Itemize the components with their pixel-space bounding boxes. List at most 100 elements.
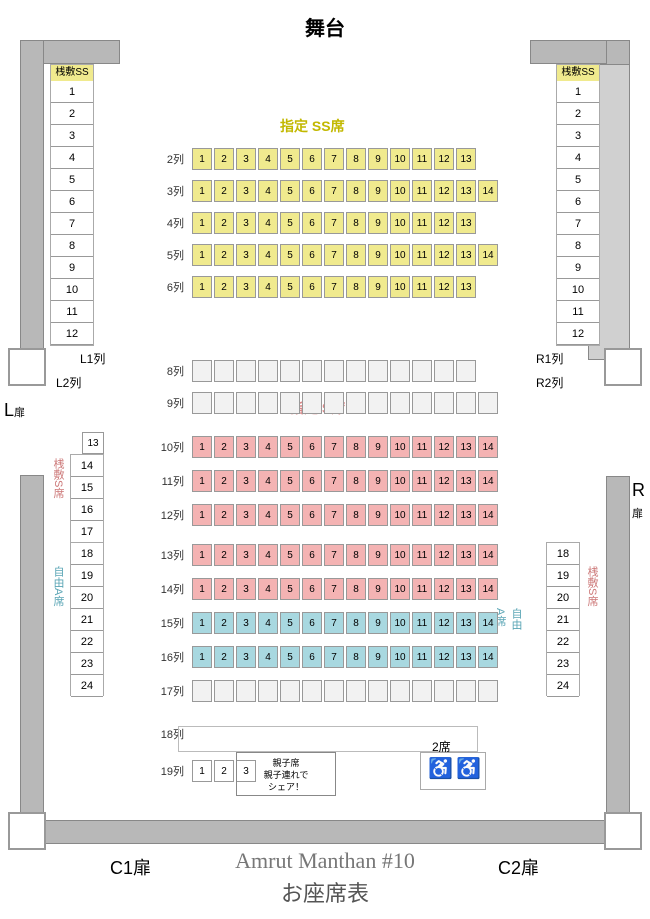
box-seat: 22 [547,631,579,653]
box-seat: 3 [51,125,93,147]
seat: 6 [302,504,322,526]
seat: 9 [368,680,388,702]
seat: 14 [478,392,498,414]
seat: 11 [412,244,432,266]
row-label: 13列 [150,547,184,563]
seat: 12 [434,680,454,702]
seat-row: 5列1234567891011121314 [150,244,498,266]
seat: 10 [390,244,410,266]
seat: 6 [302,212,322,234]
seat: 13 [456,244,476,266]
seat: 4 [258,578,278,600]
seat: 11 [412,470,432,492]
seat-row: 11列1234567891011121314 [150,470,498,492]
seat-row: 14列1234567891011121314 [150,578,498,600]
seat: 4 [258,244,278,266]
seat: 8 [346,392,366,414]
seat: 9 [368,544,388,566]
seat: 1 [192,436,212,458]
box-seat: 18 [547,543,579,565]
seat: 5 [280,360,300,382]
seat: 11 [412,276,432,298]
box-seat: 9 [51,257,93,279]
seat: 14 [478,646,498,668]
seat: 4 [258,180,278,202]
pillar [8,812,46,850]
seat: 5 [280,436,300,458]
seat-13-side: 13 [82,432,104,454]
seat: 10 [390,148,410,170]
row-label: 15列 [150,615,184,631]
seat: 11 [412,392,432,414]
seat: 7 [324,276,344,298]
seat: 4 [258,612,278,634]
seat: 12 [434,470,454,492]
seat: 2 [214,148,234,170]
box-header: 桟敷SS [51,65,93,81]
box-seat: 8 [557,235,599,257]
seat: 14 [478,680,498,702]
seat: 5 [280,148,300,170]
seat: 1 [192,504,212,526]
seat: 3 [236,578,256,600]
seat-row: 17列1234567891011121314 [150,680,498,702]
seat: 11 [412,544,432,566]
box-seat: 21 [547,609,579,631]
seat: 13 [456,544,476,566]
box-left-ss: 桟敷SS 123456789101112 [50,64,94,346]
seat: 12 [434,436,454,458]
seat: 11 [412,436,432,458]
row-label: 6列 [150,279,184,295]
seat: 3 [236,244,256,266]
box-seat: 12 [51,323,93,345]
seat: 3 [236,470,256,492]
box-seat: 24 [71,675,103,697]
seat: 8 [346,646,366,668]
seat: 3 [236,360,256,382]
seat: 12 [434,276,454,298]
seat: 13 [456,504,476,526]
seat: 5 [280,392,300,414]
seat-row: 15列1234567891011121314 [150,612,498,634]
seat: 11 [412,180,432,202]
seat: 6 [302,470,322,492]
seat: 13 [456,276,476,298]
row-label: 2列 [150,151,184,167]
oyako-box: 親子席親子連れでシェア！ [236,752,336,796]
box-left-a: 18192021222324 [70,542,104,696]
box-label-right-s: 桟敷S席 [584,566,600,606]
seat: 1 [192,360,212,382]
pillar [8,348,46,386]
seat: 9 [368,470,388,492]
seat: 6 [302,148,322,170]
seat-row: 3列1234567891011121314 [150,180,498,202]
seat: 5 [280,646,300,668]
seat: 12 [434,612,454,634]
seat: 3 [236,680,256,702]
box-seat: 21 [71,609,103,631]
seat: 7 [324,180,344,202]
seat: 3 [236,276,256,298]
seat: 14 [478,436,498,458]
box-seat: 11 [557,301,599,323]
seat: 9 [368,360,388,382]
box-seat: 1 [51,81,93,103]
label-R1: R1列 [536,350,563,367]
seat-row: 16列1234567891011121314 [150,646,498,668]
seat: 3 [236,392,256,414]
row-label: 3列 [150,183,184,199]
seat: 3 [236,612,256,634]
title-line1: Amrut Manthan #10 [0,848,650,874]
seat: 9 [368,244,388,266]
seat: 2 [214,760,234,782]
seat: 9 [368,436,388,458]
seat-row: 9列1234567891011121314 [150,392,498,414]
seat: 9 [368,504,388,526]
seat: 7 [324,360,344,382]
box-seat: 20 [71,587,103,609]
seat: 4 [258,276,278,298]
label-L2: L2列 [56,374,81,391]
seat: 13 [456,148,476,170]
seat: 6 [302,360,322,382]
box-seat: 2 [51,103,93,125]
